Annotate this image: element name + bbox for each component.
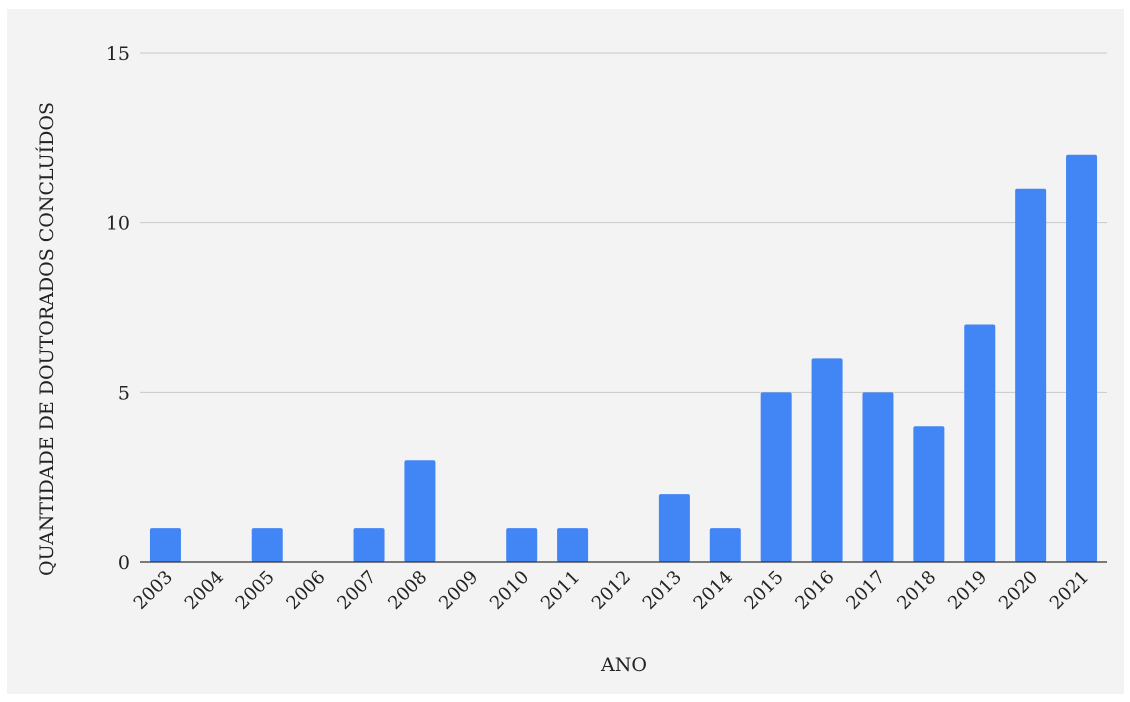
bar xyxy=(1015,188,1047,562)
x-tick-label: 2017 xyxy=(842,567,889,614)
y-tick-label: 10 xyxy=(106,213,130,235)
x-tick-label: 2015 xyxy=(740,567,787,614)
bar xyxy=(964,324,996,562)
bar xyxy=(709,528,741,562)
bar xyxy=(658,494,690,562)
chart-container: 0 5 10 15 2003 2004 2005 2006 2007 2008 2009 2010 2… xyxy=(7,9,1124,694)
bar xyxy=(862,392,894,562)
y-tick-label: 0 xyxy=(118,552,130,574)
y-axis-title: QUANTIDADE DE DOUTORADOS CONCLUÍDOS xyxy=(35,102,58,576)
x-tick-label: 2013 xyxy=(639,567,686,614)
x-tick-label: 2021 xyxy=(1046,567,1093,614)
x-tick-label: 2014 xyxy=(690,567,737,614)
x-axis-title: ANO xyxy=(600,654,647,676)
x-tick-label: 2018 xyxy=(893,567,940,614)
x-tick-label: 2007 xyxy=(333,567,380,614)
bar xyxy=(557,528,589,562)
y-tick-label: 15 xyxy=(106,43,130,65)
x-tick-label: 2010 xyxy=(486,567,533,614)
x-tick-label: 2003 xyxy=(130,567,177,614)
x-tick-label: 2020 xyxy=(995,567,1042,614)
x-tick-label: 2004 xyxy=(181,567,228,614)
x-tick-label: 2005 xyxy=(232,567,279,614)
x-tick-label: 2019 xyxy=(944,567,991,614)
bar xyxy=(506,528,538,562)
x-tick-label: 2006 xyxy=(282,567,329,614)
bar xyxy=(149,528,181,562)
x-tick-label: 2012 xyxy=(588,567,635,614)
bar xyxy=(353,528,385,562)
x-tick-label: 2008 xyxy=(384,567,431,614)
x-tick-label: 2009 xyxy=(435,567,482,614)
x-axis-ticks: 2003 2004 2005 2006 2007 2008 2009 2010 2011 2012… xyxy=(130,567,1093,614)
bar xyxy=(404,460,436,562)
bar xyxy=(760,392,792,562)
bar xyxy=(913,426,945,562)
gridlines xyxy=(140,52,1107,393)
bar xyxy=(251,528,283,562)
bar xyxy=(1066,154,1098,563)
y-axis-ticks: 0 5 10 15 xyxy=(106,43,130,574)
y-tick-label: 5 xyxy=(118,382,130,404)
x-tick-label: 2016 xyxy=(791,567,838,614)
bar xyxy=(811,358,843,562)
bars xyxy=(149,154,1098,563)
x-tick-label: 2011 xyxy=(537,567,584,614)
